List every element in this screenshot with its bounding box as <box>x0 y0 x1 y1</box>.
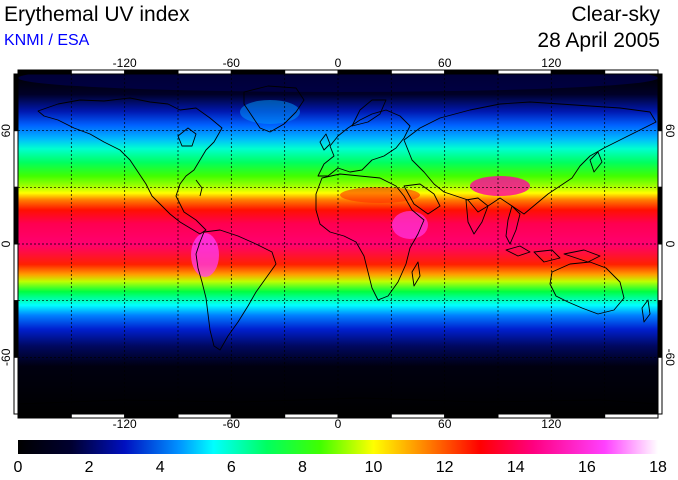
coastlines <box>18 85 658 405</box>
uv-hotspot-sahara <box>340 187 420 203</box>
colorbar-tick-label: 14 <box>506 459 525 476</box>
lon-label-top: 0 <box>335 56 342 70</box>
date-label: 28 April 2005 <box>537 29 660 52</box>
uv-colorbar <box>18 440 658 454</box>
colorbar-tick-label: 2 <box>84 459 94 476</box>
condition-label: Clear-sky <box>571 3 660 26</box>
lat-label-right: 0 <box>663 241 677 248</box>
lon-label-top: -120 <box>113 56 137 70</box>
colorbar-tick-label: 4 <box>155 459 165 476</box>
lat-label-left: 60 <box>0 124 13 138</box>
colorbar-tick-label: 8 <box>297 459 307 476</box>
lon-label-top: 120 <box>541 56 561 70</box>
colorbar-tick-label: 16 <box>577 459 596 476</box>
lat-label-left: -60 <box>0 348 13 366</box>
colorbar-tick-label: 6 <box>226 459 236 476</box>
map-frame <box>13 69 663 419</box>
lat-label-left: 0 <box>0 240 13 247</box>
map-title: Erythemal UV index <box>4 3 190 26</box>
lon-label-top: -60 <box>223 56 241 70</box>
graticule <box>18 74 658 414</box>
colorbar-tick-label: 10 <box>364 459 383 476</box>
lon-label-bottom: -120 <box>113 417 137 431</box>
lon-label-top: 60 <box>438 56 452 70</box>
lat-label-right: -60 <box>663 349 677 367</box>
colorbar-tick-label: 12 <box>435 459 454 476</box>
lon-label-bottom: 120 <box>541 417 561 431</box>
uv-hotspot-africa <box>392 211 428 239</box>
uv-hotspot-tibet <box>470 176 530 196</box>
colorbar-tick-label: 0 <box>13 459 23 476</box>
lon-label-bottom: 0 <box>335 417 342 431</box>
lon-label-bottom: 60 <box>438 417 452 431</box>
lon-label-bottom: -60 <box>223 417 241 431</box>
colorbar-tick-label: 18 <box>649 459 667 476</box>
lat-label-right: 60 <box>663 124 677 138</box>
uv-hotspot-andes <box>191 233 219 277</box>
credit-label: KNMI / ESA <box>4 32 90 49</box>
